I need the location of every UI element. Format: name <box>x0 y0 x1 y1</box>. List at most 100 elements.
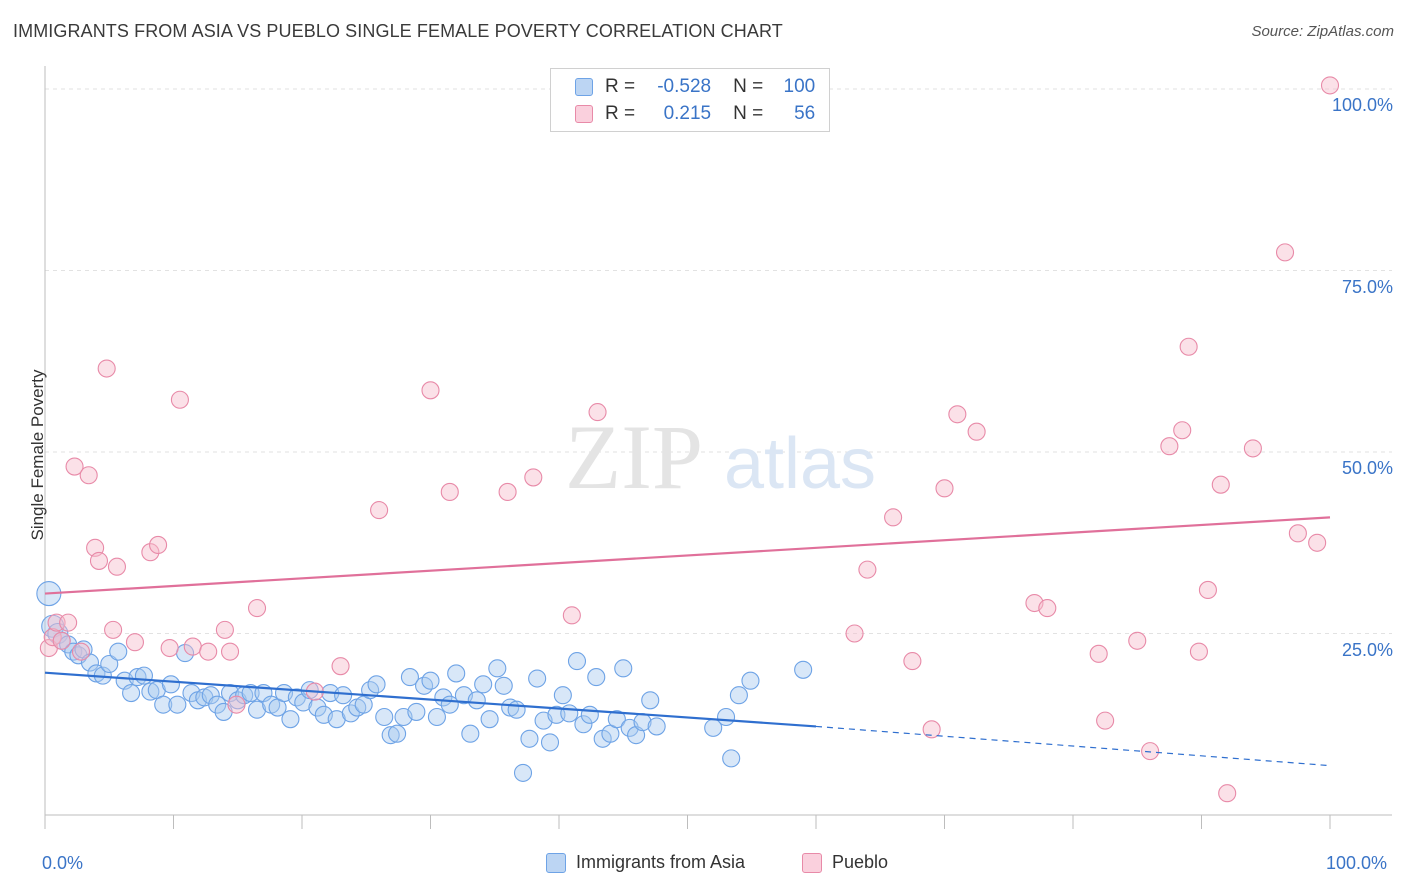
asia-point <box>427 707 446 727</box>
pueblo-point <box>89 551 109 570</box>
legend-n-label: N = <box>733 103 764 124</box>
pueblo-point <box>1189 642 1208 661</box>
pueblo-point <box>1320 76 1340 95</box>
asia-point <box>201 686 220 705</box>
pueblo-point <box>1179 337 1198 356</box>
pueblo-point <box>247 599 267 618</box>
asia-point <box>154 695 173 714</box>
pueblo-point <box>370 501 389 520</box>
pueblo-point <box>1128 631 1147 650</box>
pueblo-point <box>1288 524 1307 543</box>
pueblo-point <box>498 482 517 501</box>
pueblo-point <box>858 560 877 579</box>
asia-point <box>488 659 507 678</box>
pueblo-point <box>215 620 234 639</box>
asia-trend-extension <box>815 725 1331 767</box>
asia-point <box>647 717 666 736</box>
asia-point <box>560 704 579 723</box>
axes <box>44 66 1392 829</box>
pueblo-point <box>97 359 116 378</box>
pueblo-point <box>220 642 240 661</box>
y-tick-label: 75.0% <box>1341 276 1393 297</box>
pueblo-point <box>1211 475 1230 494</box>
pueblo-point <box>922 720 941 739</box>
asia-point <box>614 659 633 678</box>
asia-point <box>334 686 353 705</box>
asia-point <box>480 710 499 729</box>
asia-point <box>722 749 741 768</box>
asia-point <box>109 642 128 661</box>
pueblo-point <box>331 657 350 676</box>
source-label: Source: ZipAtlas.com <box>1251 23 1394 40</box>
pueblo-point <box>588 403 607 422</box>
pueblo-point <box>125 633 144 652</box>
pueblo-point <box>1141 742 1160 761</box>
x-tick-label-min: 0.0% <box>42 853 84 873</box>
pueblo-point <box>1096 711 1115 730</box>
asia-point <box>641 691 660 710</box>
series-legend-asia: Immigrants from Asia <box>546 852 745 873</box>
asia-point <box>741 671 760 690</box>
pueblo-point <box>199 642 218 661</box>
legend-r-label: R = <box>605 76 636 97</box>
asia-point <box>100 654 119 674</box>
pueblo-point <box>149 535 168 554</box>
legend-n-value-asia: 100 <box>783 76 816 97</box>
asia-point <box>587 668 606 687</box>
legend-n-label: N = <box>733 76 764 97</box>
asia-point <box>494 676 513 695</box>
asia-point <box>607 710 626 729</box>
y-axis-label: Single Female Poverty <box>28 369 47 541</box>
pueblo-point <box>79 466 98 485</box>
pueblo-point <box>170 390 189 409</box>
pueblo-point <box>562 606 581 625</box>
series-swatch-asia <box>546 852 566 873</box>
pueblo-point <box>948 405 967 424</box>
series-legend-pueblo: Pueblo <box>802 852 888 873</box>
pueblo-point <box>440 482 459 501</box>
pueblo-point <box>65 457 84 476</box>
pueblo-point <box>43 628 62 647</box>
legend-r-label: R = <box>605 103 636 124</box>
series-name-asia: Immigrants from Asia <box>576 852 746 872</box>
asia-point <box>388 724 407 743</box>
pueblo-point <box>1160 437 1179 456</box>
asia-point <box>716 707 736 727</box>
pueblo-point <box>52 631 71 650</box>
pueblo-point <box>59 613 78 632</box>
asia-point <box>507 700 526 719</box>
legend-n-value-pueblo: 56 <box>794 103 816 124</box>
asia-point <box>208 695 227 714</box>
pueblo-point <box>1198 580 1217 600</box>
asia-point <box>400 668 419 687</box>
asia-point <box>729 686 748 705</box>
series-swatch-pueblo <box>802 852 822 873</box>
asia-point <box>528 669 547 688</box>
asia-point <box>467 691 486 710</box>
pueblo-point <box>1173 421 1192 440</box>
chart-title: IMMIGRANTS FROM ASIA VS PUEBLO SINGLE FE… <box>13 21 783 41</box>
legend-r-value-asia: -0.528 <box>657 76 712 97</box>
asia-point <box>281 710 300 729</box>
asia-point <box>134 666 153 685</box>
pueblo-point <box>967 422 986 441</box>
pueblo-point <box>935 479 954 498</box>
y-tick-label: 50.0% <box>1341 458 1393 479</box>
asia-point <box>520 729 539 748</box>
pueblo-point <box>845 624 864 643</box>
pueblo-point <box>104 620 123 639</box>
watermark-zip: ZIP <box>565 406 703 508</box>
pueblo-trend-line <box>44 516 1331 595</box>
asia-point <box>447 664 466 683</box>
asia-point <box>168 695 187 714</box>
asia-point <box>141 682 160 701</box>
pueblo-point <box>1243 439 1262 458</box>
pueblo-point <box>1275 243 1295 262</box>
asia-point <box>122 683 141 703</box>
pueblo-point <box>524 468 543 487</box>
pueblo-point <box>160 638 179 658</box>
watermark-atlas: atlas <box>724 424 876 504</box>
asia-point <box>407 702 426 721</box>
asia-point <box>128 668 147 687</box>
asia-point <box>381 726 400 745</box>
